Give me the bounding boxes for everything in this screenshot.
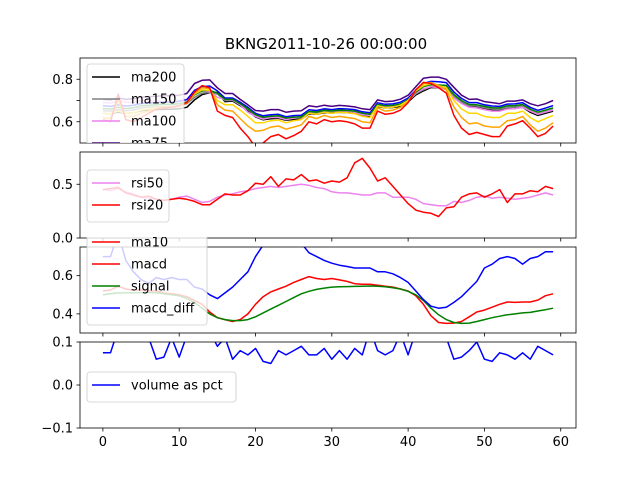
- legend-macd: ma10 macd signal macd_diff: [86, 236, 208, 326]
- series-line-rsi-rsi20: [102, 157, 554, 218]
- x-tick-label: 40: [400, 435, 417, 450]
- legend-label: macd_diff: [131, 302, 195, 317]
- legend-label: rsi50: [131, 177, 163, 192]
- y-tick-label-rsi: 0.5: [52, 178, 73, 193]
- x-tick-label: 30: [324, 435, 341, 450]
- subplots: 0.60.8ma200ma150ma100ma750.00.5rsi50rsi2…: [41, 57, 577, 450]
- series-line-rsi-rsi50: [102, 183, 554, 207]
- x-tick-label: 60: [552, 435, 569, 450]
- axes-frame-rsi: [79, 151, 577, 239]
- series-line-volume-volume-as-pct: [102, 342, 554, 365]
- subplot-macd: 0.4 0.6 ma10 macd signal macd_diff: [52, 236, 577, 337]
- legend-label: ma75: [131, 137, 168, 152]
- subplot-volume: −0.1 0.0 0.1 0 10 20 30 40 50 60 volume as pct: [41, 336, 577, 450]
- y-tick-label-rsi: 0.0: [52, 232, 73, 247]
- subplot-rsi: 0.0 0.5 rsi50 rsi20: [52, 151, 577, 247]
- y-tick-label-volume: 0.0: [52, 379, 73, 394]
- legend-label: ma200: [131, 71, 176, 86]
- x-tick-label: 50: [476, 435, 493, 450]
- y-tick-label-macd: 0.4: [52, 307, 73, 322]
- series-group-volume: [102, 342, 554, 365]
- y-tick-label-macd: 0.6: [52, 269, 73, 284]
- legend-label: signal: [131, 280, 169, 295]
- x-tick-label: 20: [247, 435, 264, 450]
- legend-label: ma150: [131, 93, 176, 108]
- y-tick-label-ma: 0.8: [52, 73, 73, 88]
- legend-volume: volume as pct: [86, 371, 237, 403]
- legend-frame: [86, 63, 185, 143]
- legend-frame: [86, 237, 208, 326]
- y-tick-label-volume: −0.1: [41, 422, 73, 437]
- legend-label: rsi20: [131, 199, 163, 214]
- legend-label: ma100: [131, 115, 176, 130]
- legend-frame: [86, 371, 237, 403]
- legend-ma: ma200 ma150 ma100 ma75: [86, 63, 185, 152]
- series-group-rsi: [102, 157, 554, 218]
- legend-label: volume as pct: [131, 379, 223, 394]
- legend-label: macd: [131, 258, 167, 273]
- x-tick-label: 10: [171, 435, 188, 450]
- chart-title: BKNG2011-10-26 00:00:00: [225, 35, 427, 53]
- legend-label: ma10: [131, 236, 168, 251]
- subplot-ma: 0.6 0.8 ma200 ma150 ma100 ma75: [52, 57, 577, 152]
- axes-frame-macd: [79, 246, 577, 334]
- y-tick-label-ma: 0.6: [52, 115, 73, 130]
- x-tick-label: 0: [99, 435, 107, 450]
- y-tick-label-volume: 0.1: [52, 336, 73, 351]
- legend-rsi: rsi50 rsi20: [86, 169, 170, 223]
